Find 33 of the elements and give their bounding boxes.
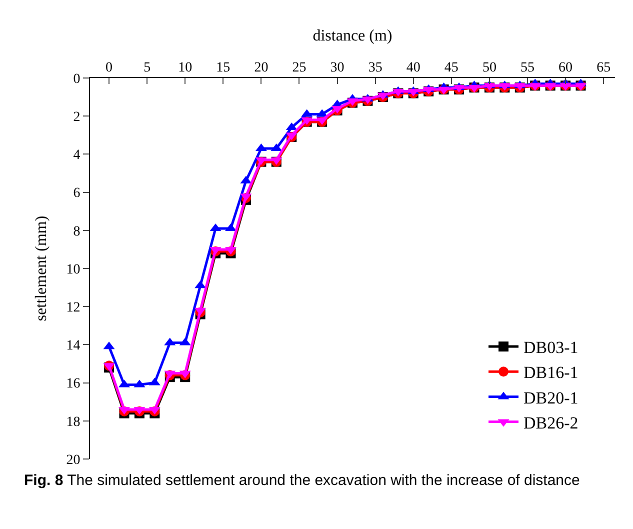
x-tick-label: 35 [368,60,382,76]
x-tick-label: 40 [406,60,420,76]
legend-label: DB26-2 [524,413,578,432]
y-tick-label: 10 [66,262,80,278]
y-tick-label: 4 [73,148,80,164]
y-tick-label: 18 [66,414,80,430]
y-tick-label: 16 [66,376,80,392]
x-tick-label: 55 [520,60,534,76]
x-tick-label: 45 [444,60,458,76]
y-tick-label: 2 [73,110,80,125]
x-tick-label: 50 [482,60,496,76]
y-tick-label: 6 [73,186,80,202]
x-tick-label: 10 [178,60,192,76]
x-axis-title: distance (m) [312,27,392,44]
y-tick-label: 8 [73,224,80,240]
legend-label: DB03-1 [524,338,578,358]
x-tick-label: 5 [144,60,151,76]
x-tick-label: 30 [330,60,344,76]
legend-label: DB16-1 [524,363,578,382]
y-tick-label: 20 [66,452,80,468]
y-tick-label: 14 [66,338,80,354]
caption: Fig. 8 [24,472,64,489]
y-tick-label: 0 [73,72,80,87]
x-tick-label: 25 [292,60,306,76]
x-tick-label: 60 [558,60,573,76]
x-tick-label: 0 [106,60,113,76]
legend-label: DB20-1 [524,388,578,408]
y-tick-label: 12 [66,300,80,316]
text: The simulated settlement around the excavation with the increase of distance [67,472,580,489]
x-tick-label: 20 [254,60,268,76]
x-tick-label: 65 [596,60,611,76]
y-axis-title: settlement (mm) [33,216,50,322]
x-tick-label: 15 [216,60,230,76]
